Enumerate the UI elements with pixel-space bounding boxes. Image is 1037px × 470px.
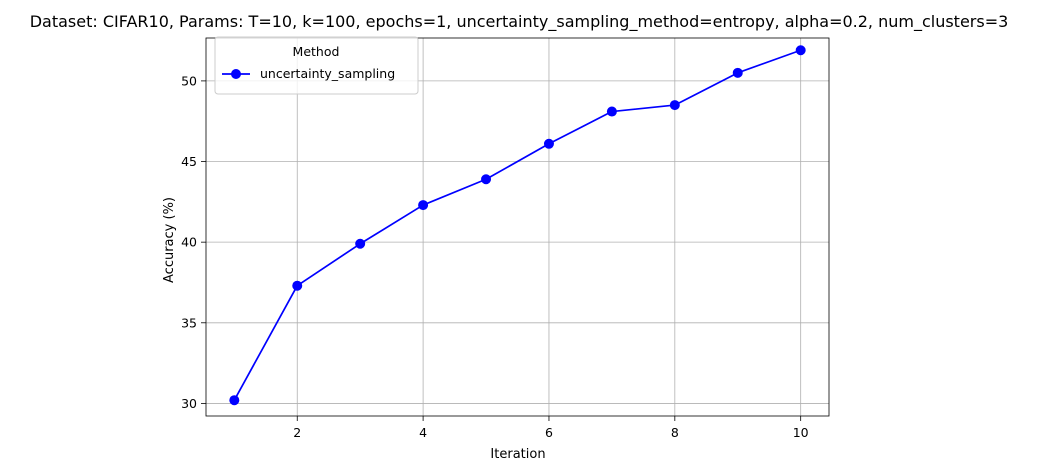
legend-series-label: uncertainty_sampling bbox=[260, 66, 395, 81]
data-point bbox=[355, 238, 366, 249]
data-point bbox=[606, 106, 617, 117]
legend: Method uncertainty_sampling bbox=[214, 36, 419, 95]
legend-box bbox=[214, 36, 419, 95]
x-axis-label: Iteration bbox=[490, 447, 545, 462]
legend-title: Method bbox=[293, 44, 340, 59]
plot-area-border bbox=[205, 37, 830, 417]
x-tick-label: 4 bbox=[419, 425, 427, 440]
chart-title: Dataset: CIFAR10, Params: T=10, k=100, e… bbox=[30, 12, 1009, 32]
x-tick-label: 2 bbox=[293, 425, 301, 440]
legend-series-marker bbox=[231, 69, 241, 79]
x-tick-label: 8 bbox=[671, 425, 679, 440]
data-point bbox=[732, 67, 743, 78]
data-point bbox=[418, 200, 429, 211]
x-tick-label: 6 bbox=[545, 425, 553, 440]
series-line-uncertainty_sampling bbox=[233, 49, 801, 401]
series-layer bbox=[229, 45, 806, 406]
data-point bbox=[481, 174, 492, 185]
x-axis-ticks: 2 4 6 8 10 bbox=[293, 416, 809, 440]
data-point bbox=[543, 138, 554, 149]
y-tick-label: 35 bbox=[181, 315, 197, 330]
axes-frame bbox=[205, 37, 830, 417]
grid bbox=[206, 38, 829, 416]
data-point bbox=[229, 395, 240, 406]
y-tick-label: 45 bbox=[181, 154, 197, 169]
y-axis-ticks: 30 35 40 45 50 bbox=[181, 73, 206, 411]
y-axis-label: Accuracy (%) bbox=[162, 197, 177, 283]
y-tick-label: 40 bbox=[181, 235, 197, 250]
y-tick-label: 50 bbox=[181, 73, 197, 88]
x-tick-label: 10 bbox=[793, 425, 809, 440]
y-tick-label: 30 bbox=[181, 396, 197, 411]
data-point bbox=[669, 100, 680, 111]
data-point bbox=[292, 280, 303, 291]
data-point bbox=[795, 45, 806, 56]
